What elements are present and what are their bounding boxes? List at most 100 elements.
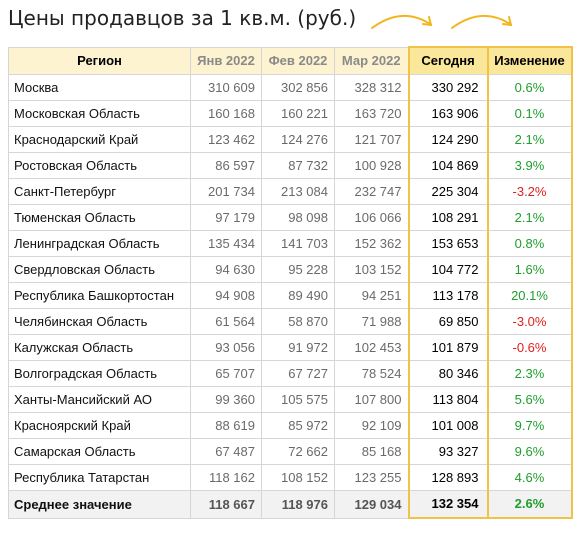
cell-feb: 105 575	[261, 385, 335, 413]
table-row: Москва 310 609 302 856 328 312 330 292 0.6%	[8, 73, 573, 101]
cell-jan: 61 564	[190, 307, 262, 335]
cell-feb: 58 870	[261, 307, 335, 335]
cell-change: -3.2%	[486, 177, 573, 205]
table-row: Ростовская Область 86 597 87 732 100 928 104…	[8, 151, 573, 179]
cell-today: 101 879	[407, 333, 489, 361]
cell-jan: 135 434	[190, 229, 262, 257]
cell-mar: 85 168	[334, 437, 409, 465]
cell-change: 3.9%	[486, 151, 573, 179]
cell-region: Волгоградская Область	[8, 359, 191, 387]
cell-feb: 67 727	[261, 359, 335, 387]
cell-change: -3.0%	[486, 307, 573, 335]
cell-today: 104 869	[407, 151, 489, 179]
page-title: Цены продавцов за 1 кв.м. (руб.)	[8, 6, 357, 30]
cell-mar: 328 312	[334, 73, 409, 101]
cell-mar: 163 720	[334, 99, 409, 127]
table-row: Ленинградская Область 135 434 141 703 152 3…	[8, 229, 573, 257]
cell-change: 5.6%	[486, 385, 573, 413]
cell-mar: 121 707	[334, 125, 409, 153]
col-header-today: Сегодня	[407, 46, 489, 75]
cell-today: 163 906	[407, 99, 489, 127]
cell-region: Калужская Область	[8, 333, 191, 361]
cell-feb: 141 703	[261, 229, 335, 257]
cell-region: Челябинская Область	[8, 307, 191, 335]
col-header-jan: Янв 2022	[190, 46, 262, 75]
cell-today: 124 290	[407, 125, 489, 153]
cell-feb: 91 972	[261, 333, 335, 361]
cell-today: 113 178	[407, 281, 489, 309]
cell-jan: 97 179	[190, 203, 262, 231]
cell-jan: 310 609	[190, 73, 262, 101]
cell-region: Республика Башкортостан	[8, 281, 191, 309]
table-row: Калужская Область 93 056 91 972 102 453 101 …	[8, 333, 573, 361]
cell-mar: 152 362	[334, 229, 409, 257]
cell-feb: 85 972	[261, 411, 335, 439]
cell-mar: 100 928	[334, 151, 409, 179]
cell-jan: 94 908	[190, 281, 262, 309]
cell-change: 9.6%	[486, 437, 573, 465]
cell-region: Самарская Область	[8, 437, 191, 465]
footer-row-average: Среднее значение 118 667 118 976 129 034…	[8, 489, 573, 519]
cell-feb: 160 221	[261, 99, 335, 127]
cell-jan: 201 734	[190, 177, 262, 205]
cell-jan: 88 619	[190, 411, 262, 439]
curved-arrow-icon	[451, 14, 513, 29]
cell-today: 128 893	[407, 463, 489, 491]
cell-change: 0.8%	[486, 229, 573, 257]
cell-region: Санкт-Петербург	[8, 177, 191, 205]
cell-today: 80 346	[407, 359, 489, 387]
table-row: Республика Башкортостан 94 908 89 490 94 25…	[8, 281, 573, 309]
cell-jan: 93 056	[190, 333, 262, 361]
cell-region: Тюменская Область	[8, 203, 191, 231]
cell-mar: 103 152	[334, 255, 409, 283]
cell-region: Ростовская Область	[8, 151, 191, 179]
table-row: Московская Область 160 168 160 221 163 720 1…	[8, 99, 573, 127]
cell-feb: 302 856	[261, 73, 335, 101]
cell-feb: 89 490	[261, 281, 335, 309]
cell-change: 1.6%	[486, 255, 573, 283]
cell-today: 153 653	[407, 229, 489, 257]
cell-mar: 123 255	[334, 463, 409, 491]
cell-feb: 72 662	[261, 437, 335, 465]
cell-mar: 78 524	[334, 359, 409, 387]
table-row: Ханты-Мансийский АО 99 360 105 575 107 800 1…	[8, 385, 573, 413]
cell-feb: 87 732	[261, 151, 335, 179]
cell-mar: 107 800	[334, 385, 409, 413]
price-table: Регион Янв 2022 Фев 2022 Мар 2022 Сегодн…	[8, 46, 573, 519]
footer-feb: 118 976	[261, 489, 335, 519]
cell-today: 101 008	[407, 411, 489, 439]
cell-change: 20.1%	[486, 281, 573, 309]
cell-change: -0.6%	[486, 333, 573, 361]
cell-mar: 71 988	[334, 307, 409, 335]
cell-change: 4.6%	[486, 463, 573, 491]
cell-today: 69 850	[407, 307, 489, 335]
cell-feb: 124 276	[261, 125, 335, 153]
cell-jan: 86 597	[190, 151, 262, 179]
cell-change: 2.1%	[486, 203, 573, 231]
cell-region: Краснодарский Край	[8, 125, 191, 153]
cell-jan: 160 168	[190, 99, 262, 127]
table-body: Москва 310 609 302 856 328 312 330 292 0.6% Мо…	[8, 73, 573, 491]
cell-jan: 99 360	[190, 385, 262, 413]
col-header-feb: Фев 2022	[261, 46, 335, 75]
table-row: Тюменская Область 97 179 98 098 106 066 108 …	[8, 203, 573, 231]
table-row: Республика Татарстан 118 162 108 152 123 25…	[8, 463, 573, 491]
cell-jan: 67 487	[190, 437, 262, 465]
cell-feb: 108 152	[261, 463, 335, 491]
table-row: Санкт-Петербург 201 734 213 084 232 747 225 …	[8, 177, 573, 205]
cell-change: 0.1%	[486, 99, 573, 127]
cell-change: 0.6%	[486, 73, 573, 101]
footer-change: 2.6%	[486, 489, 573, 519]
col-header-change: Изменение	[486, 46, 573, 75]
curved-arrow-icon	[371, 14, 433, 29]
table-row: Челябинская Область 61 564 58 870 71 988 69 …	[8, 307, 573, 335]
cell-change: 9.7%	[486, 411, 573, 439]
cell-feb: 95 228	[261, 255, 335, 283]
cell-today: 225 304	[407, 177, 489, 205]
header-row: Регион Янв 2022 Фев 2022 Мар 2022 Сегодн…	[8, 46, 573, 75]
cell-today: 330 292	[407, 73, 489, 101]
footer-jan: 118 667	[190, 489, 262, 519]
cell-change: 2.1%	[486, 125, 573, 153]
col-header-mar: Мар 2022	[334, 46, 409, 75]
table-row: Свердловская Область 94 630 95 228 103 152 1…	[8, 255, 573, 283]
